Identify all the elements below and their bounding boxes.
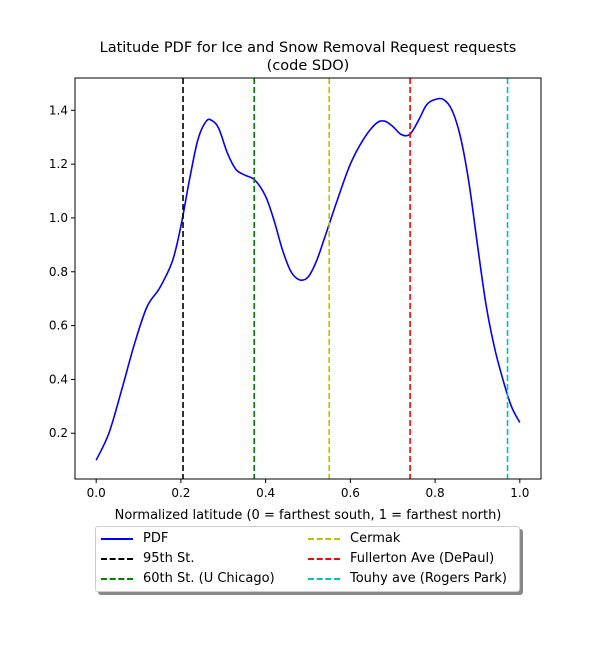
legend-item-cermak: Cermak (308, 529, 400, 549)
y-tick-label-0: 0.2 (49, 426, 68, 440)
legend-swatch-60th (101, 578, 133, 580)
legend-label-60th: 60th St. (U Chicago) (143, 571, 275, 586)
y-tick-label-4: 1.0 (49, 211, 68, 225)
x-tick-label-5: 1.0 (510, 486, 529, 500)
legend-label-pdf: PDF (143, 531, 169, 546)
legend-swatch-pdf (101, 538, 133, 540)
legend-item-pdf: PDF (101, 529, 168, 549)
legend-item-touhy: Touhy ave (Rogers Park) (308, 569, 507, 589)
legend-label-touhy: Touhy ave (Rogers Park) (350, 571, 507, 586)
legend-swatch-touhy (308, 578, 340, 580)
series-line-pdf (95, 97, 521, 461)
chart-subtitle: (code SDO) (267, 58, 350, 74)
x-tick-label-4: 0.8 (426, 486, 445, 500)
x-tick-label-0: 0.0 (87, 486, 106, 500)
x-tick-label-1: 0.2 (171, 486, 190, 500)
x-axis-label: Normalized latitude (0 = farthest south,… (115, 508, 502, 523)
plot-area (95, 78, 521, 479)
y-tick-label-2: 0.6 (49, 319, 68, 333)
legend-item-fullerton: Fullerton Ave (DePaul) (308, 549, 494, 569)
legend: PDF 95th St. 60th St. (U Chicago) Cermak… (95, 526, 520, 592)
legend-swatch-95th (101, 558, 133, 560)
x-tick-label-2: 0.4 (256, 486, 275, 500)
x-axis: 0.0 0.2 0.4 0.6 0.8 1.0 (87, 479, 529, 500)
legend-item-60th: 60th St. (U Chicago) (101, 569, 275, 589)
y-tick-label-3: 0.8 (49, 265, 68, 279)
axes-frame (74, 77, 542, 480)
y-tick-label-6: 1.4 (49, 103, 68, 117)
legend-swatch-cermak (308, 538, 340, 540)
legend-item-95th: 95th St. (101, 549, 195, 569)
legend-label-fullerton: Fullerton Ave (DePaul) (350, 551, 495, 566)
chart-title: Latitude PDF for Ice and Snow Removal Re… (100, 40, 517, 56)
legend-label-95th: 95th St. (143, 551, 195, 566)
y-tick-label-5: 1.2 (49, 157, 68, 171)
y-axis: 0.2 0.4 0.6 0.8 1.0 1.2 1.4 (49, 103, 75, 440)
y-tick-label-1: 0.4 (49, 372, 68, 386)
legend-swatch-fullerton (308, 558, 340, 560)
x-tick-label-3: 0.6 (341, 486, 360, 500)
legend-label-cermak: Cermak (350, 531, 401, 546)
